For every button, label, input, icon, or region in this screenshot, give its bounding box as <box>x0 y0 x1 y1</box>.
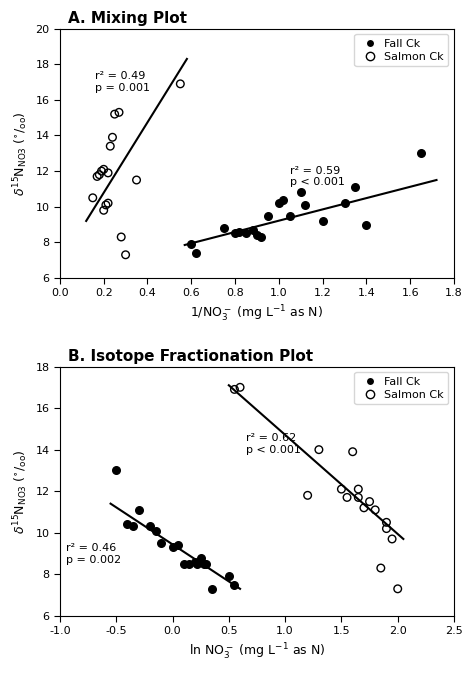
Point <box>197 553 204 563</box>
Point <box>100 164 108 175</box>
Point <box>301 200 309 211</box>
Point <box>225 571 233 581</box>
Point <box>236 226 243 237</box>
Point <box>102 200 109 211</box>
Point <box>372 505 379 516</box>
Point <box>257 232 265 242</box>
Point <box>355 484 362 495</box>
Point <box>157 538 165 548</box>
Y-axis label: $\delta^{15}$N$_{\rm NO3}$ ($^{\circ}$/$_{\rm oo}$): $\delta^{15}$N$_{\rm NO3}$ ($^{\circ}$/$… <box>11 449 30 534</box>
Point <box>192 248 200 258</box>
Point <box>89 192 97 203</box>
Point <box>388 534 396 544</box>
Point <box>231 228 239 239</box>
Point <box>109 132 116 143</box>
X-axis label: 1/NO$_3^-$ (mg L$^{-1}$ as N): 1/NO$_3^-$ (mg L$^{-1}$ as N) <box>191 304 324 324</box>
Point <box>180 559 188 569</box>
Point <box>383 517 390 528</box>
Point <box>377 563 384 573</box>
Point <box>253 229 261 240</box>
Text: r² = 0.59
p < 0.001: r² = 0.59 p < 0.001 <box>290 166 345 187</box>
Point <box>104 198 112 209</box>
Point <box>366 496 374 507</box>
Point <box>264 210 272 221</box>
Point <box>383 523 390 534</box>
Point <box>122 250 129 260</box>
Point <box>394 583 401 594</box>
Point <box>242 228 250 239</box>
Point <box>129 521 137 532</box>
Point <box>96 170 103 180</box>
Point <box>193 559 201 569</box>
Point <box>304 490 311 501</box>
Point <box>315 444 323 455</box>
Point <box>343 492 351 503</box>
Text: r² = 0.62
p < 0.001: r² = 0.62 p < 0.001 <box>246 433 301 455</box>
Point <box>115 107 123 118</box>
Point <box>286 210 293 221</box>
Text: B. Isotope Fractionation Plot: B. Isotope Fractionation Plot <box>68 349 313 364</box>
Point <box>337 484 345 495</box>
Point <box>297 187 304 198</box>
Text: A. Mixing Plot: A. Mixing Plot <box>68 11 187 26</box>
Point <box>112 465 120 476</box>
Point <box>186 559 193 569</box>
Point <box>152 525 159 536</box>
Point <box>200 559 208 569</box>
Point <box>111 109 118 120</box>
Point <box>104 168 112 178</box>
Point <box>169 542 176 553</box>
Point <box>208 583 216 594</box>
Point <box>231 579 238 590</box>
Point <box>319 215 327 226</box>
Point <box>236 382 244 393</box>
Point <box>249 225 256 236</box>
Point <box>418 148 425 159</box>
Point <box>124 519 131 530</box>
Point <box>341 198 348 209</box>
Point <box>220 223 228 234</box>
Point <box>202 559 210 569</box>
Point <box>188 239 195 250</box>
Point <box>107 141 114 151</box>
Point <box>135 505 143 516</box>
Point <box>363 219 370 230</box>
Point <box>352 182 359 192</box>
Point <box>191 557 199 567</box>
Point <box>360 503 368 513</box>
Point <box>355 492 362 503</box>
Point <box>100 205 108 215</box>
Text: r² = 0.46
p = 0.002: r² = 0.46 p = 0.002 <box>65 543 121 565</box>
Point <box>231 384 238 395</box>
Point <box>275 198 283 209</box>
Point <box>93 171 101 182</box>
Legend: Fall Ck, Salmon Ck: Fall Ck, Salmon Ck <box>355 34 448 67</box>
Point <box>118 232 125 242</box>
Point <box>146 521 154 532</box>
Point <box>280 194 287 205</box>
Point <box>349 446 356 457</box>
X-axis label: ln NO$_3^-$ (mg L$^{-1}$ as N): ln NO$_3^-$ (mg L$^{-1}$ as N) <box>189 642 325 662</box>
Legend: Fall Ck, Salmon Ck: Fall Ck, Salmon Ck <box>355 372 448 404</box>
Point <box>133 174 140 185</box>
Text: r² = 0.49
p = 0.001: r² = 0.49 p = 0.001 <box>95 71 150 93</box>
Point <box>98 166 105 176</box>
Point <box>174 540 182 551</box>
Y-axis label: $\delta^{15}$N$_{\rm NO3}$ ($^{\circ}$/$_{\rm oo}$): $\delta^{15}$N$_{\rm NO3}$ ($^{\circ}$/$… <box>11 111 30 196</box>
Point <box>176 79 184 90</box>
